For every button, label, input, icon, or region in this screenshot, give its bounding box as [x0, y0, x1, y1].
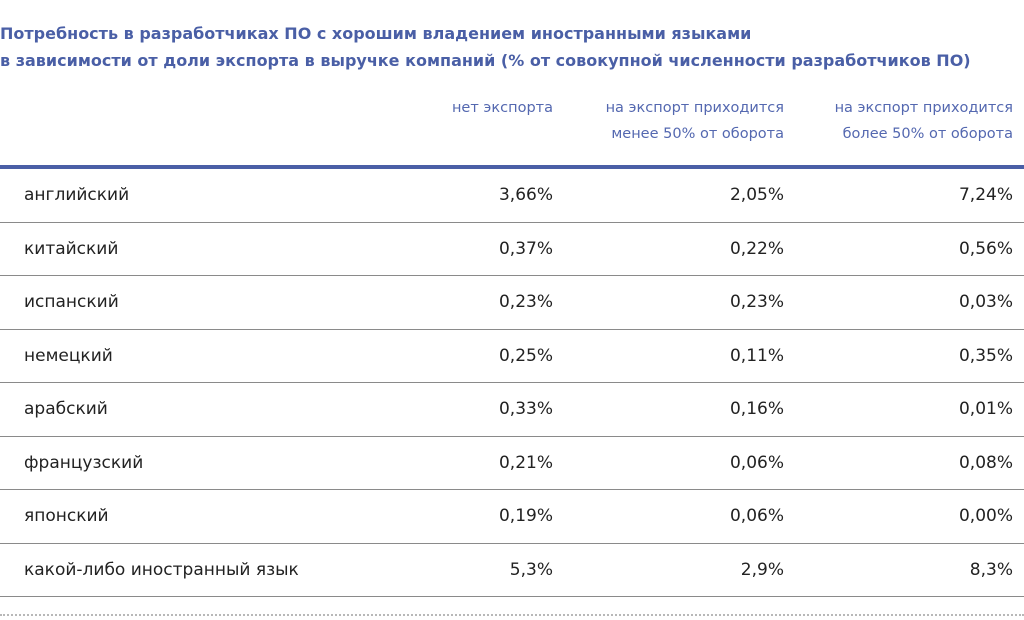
- value-export-more-50: 0,56%: [958, 238, 1013, 259]
- value-export-more-50: 0,35%: [958, 345, 1013, 366]
- value-no-export: 3,66%: [498, 185, 553, 205]
- row-label: французский: [24, 452, 144, 473]
- column-header-export-more-50-line-1: на экспорт приходится: [834, 100, 1013, 116]
- value-no-export: 0,21%: [498, 452, 553, 473]
- value-no-export: 0,33%: [498, 399, 553, 419]
- row-label: арабский: [24, 399, 108, 419]
- value-export-less-50: 0,22%: [729, 238, 784, 259]
- column-header-export-less-50-line-1: на экспорт приходится: [605, 100, 784, 116]
- value-export-less-50: 2,05%: [729, 185, 784, 205]
- row-label: испанский: [24, 292, 119, 312]
- value-export-less-50: 0,16%: [729, 399, 784, 419]
- chart-title-line-1: Потребность в разработчиках ПО с хорошим…: [0, 24, 752, 43]
- column-header-no-export-line-1: нет экспорта: [451, 100, 553, 116]
- value-export-less-50: 0,06%: [729, 506, 784, 526]
- value-no-export: 0,23%: [498, 292, 553, 312]
- row-label: английский: [24, 185, 130, 205]
- value-export-more-50: 8,3%: [969, 559, 1013, 580]
- column-header-no-export: нет экспорта: [452, 95, 553, 121]
- value-export-more-50: 0,00%: [958, 506, 1013, 526]
- row-label: китайский: [24, 238, 119, 259]
- column-header-export-less-50: на экспорт приходится менее 50% от оборо…: [606, 95, 784, 147]
- row-label: немецкий: [24, 345, 113, 366]
- row-label: японский: [24, 506, 109, 526]
- value-export-more-50: 0,01%: [958, 399, 1013, 419]
- table-row: японский 0,19% 0,06% 0,00%: [0, 490, 1024, 544]
- value-no-export: 0,37%: [498, 238, 553, 259]
- footer-dotted-divider: [0, 614, 1024, 616]
- value-no-export: 0,19%: [498, 506, 553, 526]
- value-export-less-50: 0,06%: [729, 452, 784, 473]
- column-header-export-less-50-line-2: менее 50% от оборота: [611, 126, 784, 142]
- row-label: какой-либо иностранный язык: [24, 559, 299, 580]
- header-divider: [0, 165, 1024, 169]
- column-header-export-more-50: на экспорт приходится более 50% от оборо…: [835, 95, 1013, 147]
- table-row: какой-либо иностранный язык 5,3% 2,9% 8,…: [0, 544, 1024, 597]
- value-export-more-50: 0,08%: [958, 452, 1013, 473]
- table-row: испанский 0,23% 0,23% 0,03%: [0, 276, 1024, 330]
- chart-title-line-2: в зависимости от доли экспорта в выручке…: [0, 51, 971, 70]
- value-no-export: 0,25%: [498, 345, 553, 366]
- value-export-less-50: 0,23%: [729, 292, 784, 312]
- table-row: арабский 0,33% 0,16% 0,01%: [0, 383, 1024, 437]
- value-no-export: 5,3%: [509, 559, 553, 580]
- table-row: английский 3,66% 2,05% 7,24%: [0, 169, 1024, 223]
- table-body: английский 3,66% 2,05% 7,24% китайский 0…: [0, 169, 1024, 597]
- table-row: французский 0,21% 0,06% 0,08%: [0, 437, 1024, 490]
- column-header-export-more-50-line-2: более 50% от оборота: [842, 126, 1013, 142]
- value-export-more-50: 0,03%: [958, 292, 1013, 312]
- table-row: китайский 0,37% 0,22% 0,56%: [0, 223, 1024, 276]
- table-row: немецкий 0,25% 0,11% 0,35%: [0, 330, 1024, 383]
- chart-title: Потребность в разработчиках ПО с хорошим…: [0, 20, 1024, 74]
- value-export-more-50: 7,24%: [958, 185, 1013, 205]
- value-export-less-50: 2,9%: [740, 559, 784, 580]
- value-export-less-50: 0,11%: [729, 345, 784, 366]
